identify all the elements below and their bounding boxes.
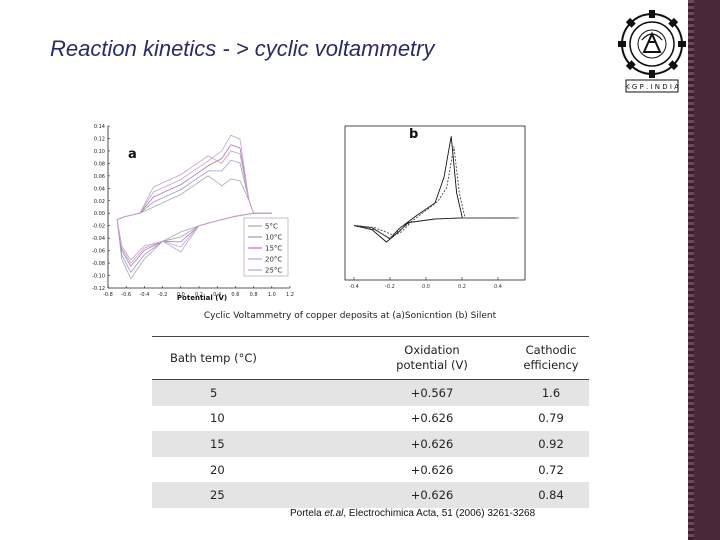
voltammogram-a: a 0.14 0.12 0.10 0.08 0.06 0.04 0.02 0.00 -0.02 -… [92,124,294,302]
cell-efficiency: 1.6 [541,385,561,400]
x-tick-label: -0.2 [385,284,395,290]
figure-caption: Cyclic Voltammetry of copper deposits at… [203,311,497,321]
y-tick-label: 0.04 [94,186,105,192]
cell-temp: 5 [210,385,218,400]
y-tick-label: 0.06 [94,174,105,180]
table-row: 5 +0.567 1.6 [152,379,589,406]
header-bath-temp: Bath temp (°C) [170,350,257,365]
cell-efficiency: 0.79 [538,411,564,426]
legend-label: 20°C [265,256,282,264]
y-tick-label: 0.10 [94,149,105,155]
citation: Portela et.al, Electrochimica Acta, 51 (… [290,508,536,519]
cell-potential: +0.626 [410,462,454,477]
series-line [353,136,516,243]
y-tick-label: -0.10 [92,274,105,280]
sidebar-edge [688,0,694,540]
x-tick-label: 1.2 [286,292,294,298]
legend-box [243,217,289,277]
table-row: 20 +0.626 0.72 [152,457,589,483]
series-line [356,146,519,239]
x-tick-label: -0.2 [158,292,168,298]
y-tick-label: 0.00 [94,211,105,217]
x-tick-label: -0.4 [140,292,150,298]
legend-label: 10°C [265,234,282,242]
y-tick-label: 0.14 [94,124,105,130]
y-tick-label: 0.08 [94,161,105,167]
panel-label-b: b [409,127,418,142]
legend-label: 25°C [265,267,282,275]
cell-temp: 25 [210,488,225,503]
y-tick-label: -0.08 [92,261,105,267]
x-tick-label: 0.4 [494,284,502,290]
series-line [116,150,272,261]
x-tick-label: -0.4 [349,284,359,290]
legend-label: 5°C [265,223,278,231]
legend-label: 15°C [265,245,282,253]
x-tick-label: 0.6 [231,292,239,298]
voltammogram-b: b -0.4 -0.2 0.0 0.2 0.4 [344,125,526,290]
table-header-row: Bath temp (°C) Oxidation potential (V) Ca… [152,336,589,380]
x-tick-label: 0.0 [422,284,430,290]
panel-label-a: a [128,147,137,162]
plot-frame [344,125,526,281]
y-tick-label: -0.06 [92,249,105,255]
x-tick-label: 0.2 [195,292,203,298]
x-axis-label-a: Potential (V) [177,294,227,302]
cell-potential: +0.626 [410,411,454,426]
x-tick-label: 0.8 [250,292,258,298]
y-tick-label: 0.02 [94,199,105,205]
x-tick-label: -0.6 [121,292,131,298]
institute-logo: K G P . I N D I A [618,10,686,93]
cell-potential: +0.626 [410,436,454,451]
cell-temp: 20 [210,462,225,477]
table-row: 15 +0.626 0.92 [152,431,589,457]
x-tick-label: 1.0 [268,292,276,298]
cell-efficiency: 0.84 [538,488,564,503]
table-row: 10 +0.626 0.79 [152,406,589,432]
x-tick-label: 0.2 [458,284,466,290]
sidebar-decoration [694,0,720,540]
cell-potential: +0.626 [410,488,454,503]
logo-banner-text: K G P . I N D I A [625,83,679,91]
y-tick-label: -0.02 [92,224,105,230]
x-tick-label: -0.8 [103,292,113,298]
y-tick-label: -0.04 [92,236,105,242]
cell-efficiency: 0.72 [538,462,564,477]
slide-title: Reaction kinetics - > cyclic voltammetry [50,36,435,61]
cell-potential: +0.567 [410,385,454,400]
y-tick-label: 0.12 [94,136,105,142]
table-row: 25 +0.626 0.84 [152,482,589,508]
results-table: Bath temp (°C) Oxidation potential (V) Ca… [152,336,589,508]
x-tick-label: 0.4 [213,292,221,298]
x-tick-label: 0.0 [177,292,185,298]
cell-temp: 10 [210,411,225,426]
cell-efficiency: 0.92 [538,436,564,451]
y-tick-label: -0.12 [92,286,105,292]
header-oxidation-potential: Oxidation potential (V) [396,343,468,372]
header-cathodic-efficiency: Cathodic efficiency [523,343,579,372]
cell-temp: 15 [210,436,225,451]
